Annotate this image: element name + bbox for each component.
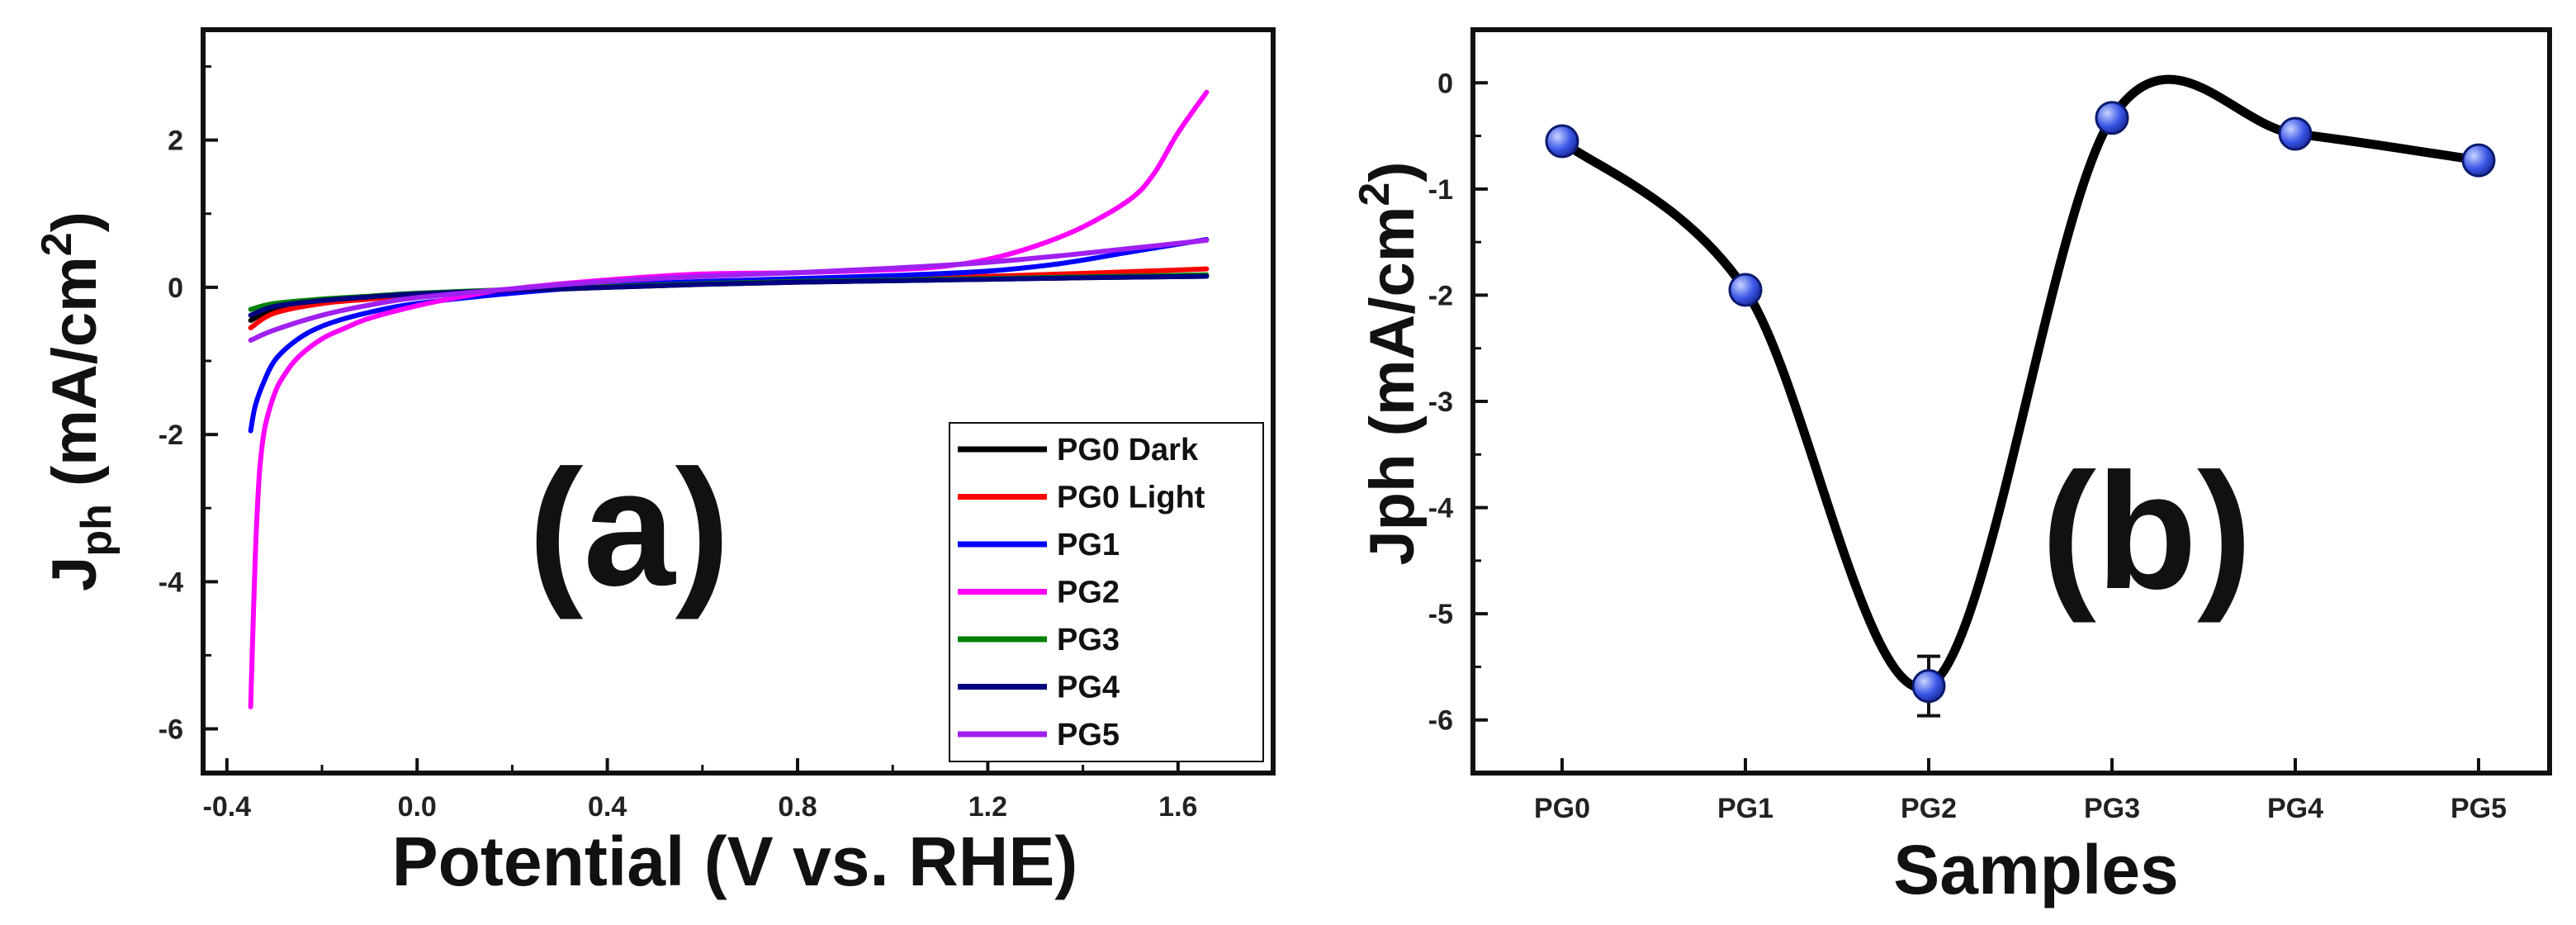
series-line-jph: [1557, 74, 2484, 693]
y-tick-label: -4: [1428, 493, 1453, 524]
y-tick-label: -6: [159, 714, 183, 746]
x-tick-label: PG4: [2267, 793, 2323, 824]
y-tick-label: -3: [1428, 387, 1453, 418]
legend-label: PG4: [1057, 671, 1120, 705]
legend-label: PG1: [1057, 528, 1120, 562]
y-title-main: J: [40, 557, 110, 591]
data-point-pg4: [2278, 116, 2313, 151]
panel-a-x-axis-title: Potential (V vs. RHE): [392, 823, 1078, 900]
panel-a-series-group: [248, 89, 1210, 709]
y-tick-label: 2: [168, 126, 183, 157]
y-tick-label: -1: [1428, 174, 1453, 206]
data-point-pg5: [2461, 143, 2496, 178]
x-tick-label: PG3: [2084, 793, 2140, 824]
panel-a-jv-curves: -0.4 0.0 0.4 0.8 1.2 1.6-6-4-202 PG0 DarkPG0 …: [33, 27, 1276, 900]
legend-label: PG2: [1057, 576, 1120, 610]
legend-label: PG0 Dark: [1057, 433, 1199, 467]
data-point-pg1: [1728, 273, 1763, 307]
y-tick-label: 0: [1437, 68, 1453, 99]
y-title-unit: (mA/cm: [40, 256, 110, 504]
y-title-superscript: 2: [33, 232, 81, 256]
y-title-subscript: ph: [73, 504, 121, 557]
series-line-pg4: [248, 273, 1210, 318]
y-title-unit: (mA/cm: [1357, 206, 1428, 454]
panel-b-series-group: [1545, 74, 2496, 718]
series-line-pg5: [248, 237, 1210, 343]
panel-b-x-axis-title: Samples: [1893, 831, 2179, 908]
x-tick-label: 0.8: [778, 791, 817, 823]
legend-label: PG3: [1057, 623, 1120, 657]
legend-label: PG0 Light: [1057, 481, 1205, 515]
panel-a-label: (a): [528, 436, 730, 620]
x-tick-label: 0.4: [588, 791, 627, 823]
panel-b-label: (b): [2041, 439, 2252, 624]
panel-b-axes: PG0 PG1 PG2 PG3 PG4 PG5 0 -1 -2 -3 -4 -5 -6: [1428, 28, 2507, 824]
panel-a-legend: PG0 Dark PG0 Light PG1 PG2 PG3 PG4 PG5: [949, 422, 1264, 762]
panel-a-axes: -0.4 0.0 0.4 0.8 1.2 1.6 -6 -4 -2 0 2: [159, 65, 1275, 823]
y-title-main: Jph: [1357, 453, 1428, 565]
x-tick-label: PG1: [1717, 793, 1773, 824]
y-title-close: ): [1357, 161, 1428, 182]
panel-b-sample-photocurrent: PG0 PG1 PG2 PG3 PG4 PG5 0 -1 -2 -3 -4 -5 -6 (b) Samp…: [1351, 27, 2552, 908]
data-point-pg3: [2095, 101, 2129, 135]
x-tick-label: PG0: [1534, 793, 1590, 824]
x-tick-label: 1.2: [968, 791, 1007, 823]
x-tick-label: PG5: [2451, 793, 2507, 824]
panel-a-y-axis-title: Jph (mA/cm2): [33, 211, 121, 591]
data-point-pg2: [1911, 669, 1946, 704]
y-tick-label: -2: [1428, 280, 1453, 311]
y-tick-label: -2: [159, 420, 183, 451]
x-tick-label: 0.0: [398, 791, 437, 823]
y-tick-label: -6: [1428, 705, 1453, 737]
series-line-pg1: [248, 237, 1210, 434]
panel-a-plot-frame: [201, 27, 1276, 776]
y-tick-label: -4: [159, 567, 183, 598]
panel-b-plot-frame: [1470, 27, 2552, 776]
y-title-close: ): [40, 211, 110, 232]
x-tick-label: -0.4: [203, 791, 252, 823]
data-point-pg0: [1545, 124, 1579, 159]
legend-label: PG5: [1057, 718, 1120, 752]
y-tick-label: -5: [1428, 599, 1453, 630]
y-title-superscript: 2: [1351, 183, 1399, 206]
y-tick-label: 0: [168, 273, 183, 304]
panel-b-y-axis-title: Jph (mA/cm2): [1351, 161, 1428, 565]
x-tick-label: PG2: [1901, 793, 1957, 824]
x-tick-label: 1.6: [1158, 791, 1197, 823]
